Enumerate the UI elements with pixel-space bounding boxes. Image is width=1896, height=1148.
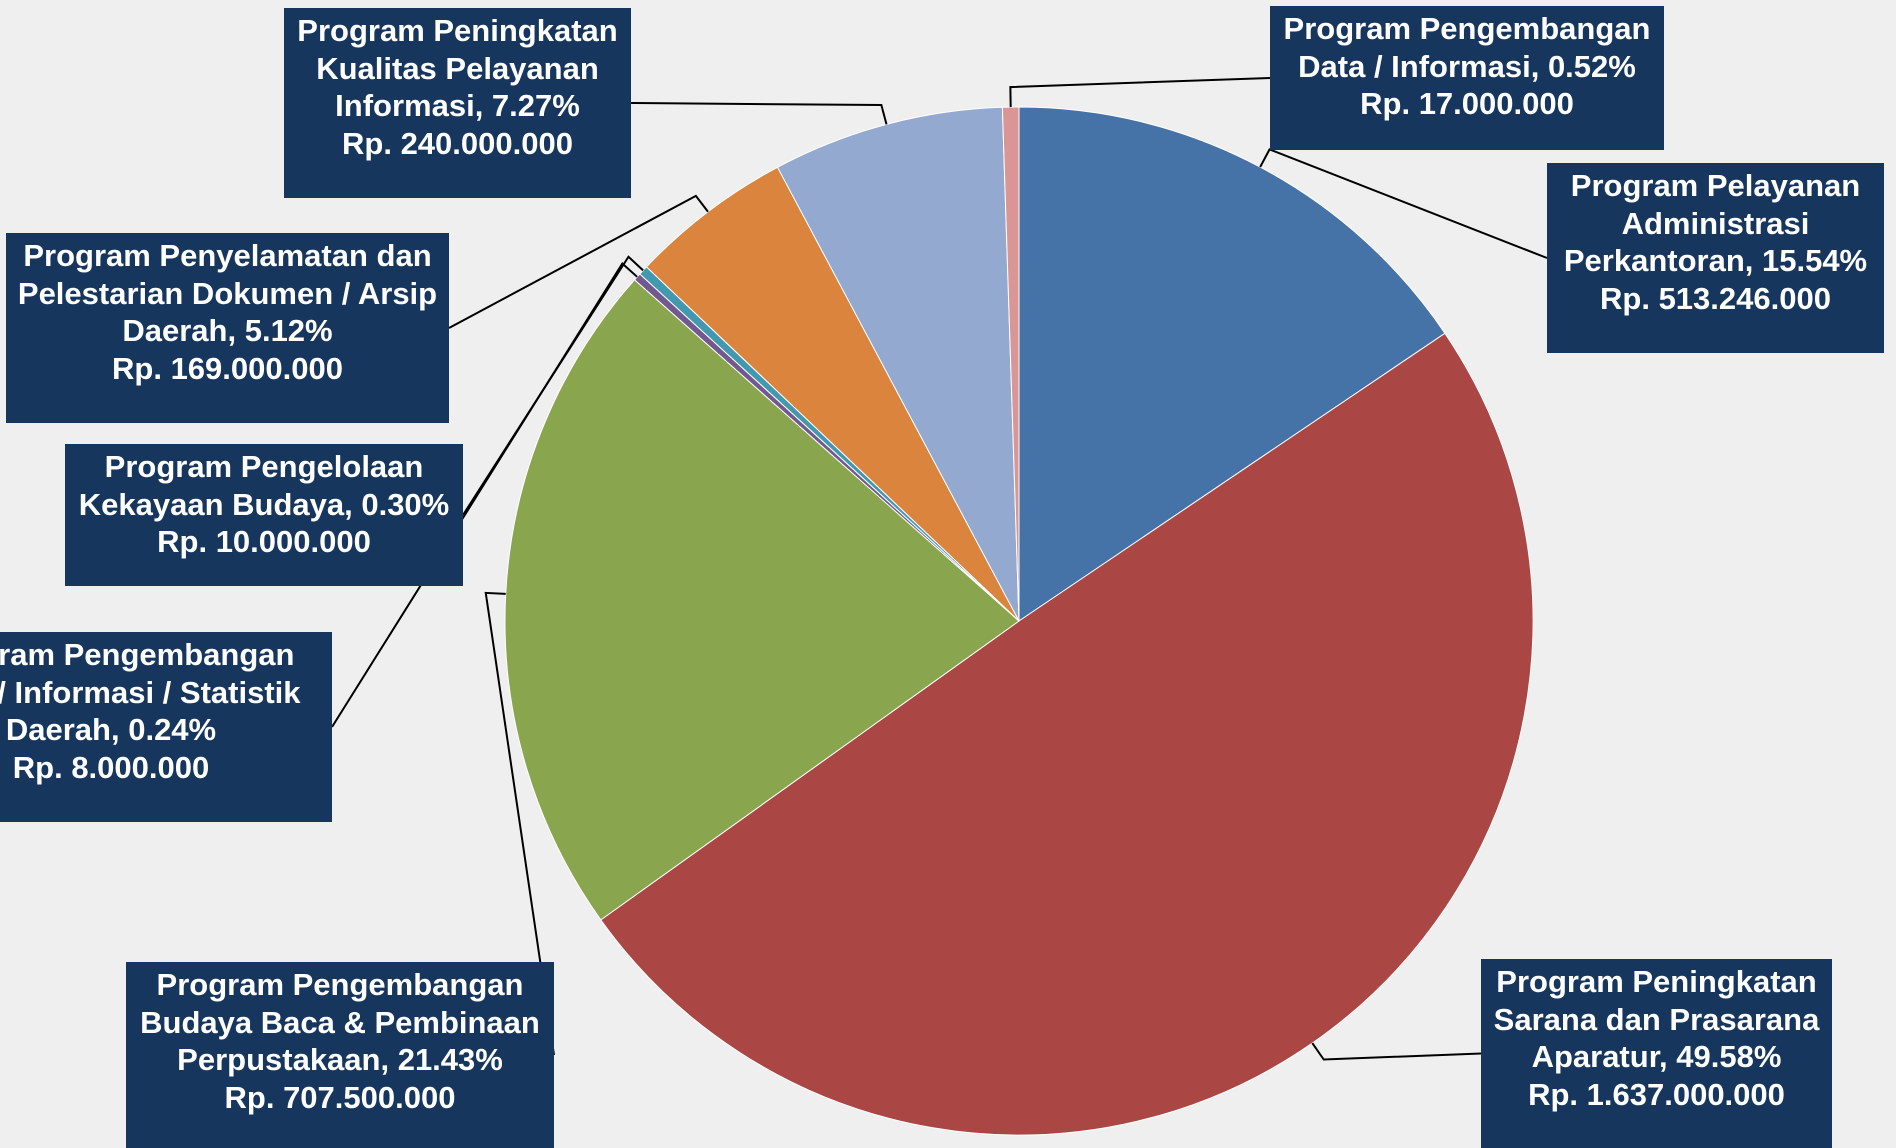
data-label: Program Peningkatan Sarana dan Prasarana… xyxy=(1481,959,1832,1148)
label-category: Program Penyelamatan dan Pelestarian Dok… xyxy=(17,238,438,348)
label-value: Rp. 240.000.000 xyxy=(342,125,573,161)
label-category: Program Pelayanan Administrasi Perkantor… xyxy=(1563,168,1868,278)
pie-slice xyxy=(1018,106,1446,622)
data-label: Program Peningkatan Kualitas Pelayanan I… xyxy=(284,8,631,198)
label-value: Rp. 169.000.000 xyxy=(112,350,343,386)
label-category: Program Peningkatan Kualitas Pelayanan I… xyxy=(297,13,618,123)
leader-line xyxy=(1311,1042,1482,1061)
leader-line xyxy=(484,591,555,1056)
label-category: Program Peningkatan Sarana dan Prasarana… xyxy=(1493,964,1820,1074)
pie-slice xyxy=(504,279,1020,921)
data-label: Program Pelayanan Administrasi Perkantor… xyxy=(1547,163,1884,353)
label-value: Rp. 1.637.000.000 xyxy=(1528,1076,1785,1112)
label-value: Rp. 707.500.000 xyxy=(224,1079,456,1115)
label-category: Program Pengembangan Data / Informasi, 0… xyxy=(1283,11,1651,84)
label-value: Rp. 10.000.000 xyxy=(157,524,371,559)
label-category: Program Pengembangan Budaya Baca & Pembi… xyxy=(140,967,540,1077)
leader-line xyxy=(1009,77,1271,108)
label-value: Rp. 8.000.000 xyxy=(12,749,210,785)
pie-slice xyxy=(600,332,1534,1136)
label-value: Rp. 513.246.000 xyxy=(1600,280,1831,316)
data-label: Program Pengelolaan Kekayaan Budaya, 0.3… xyxy=(65,444,463,586)
leader-line xyxy=(630,102,888,125)
data-label: Program Pengembangan Budaya Baca & Pembi… xyxy=(126,962,554,1148)
pie-slice xyxy=(645,166,1020,622)
label-value: Rp. 17.000.000 xyxy=(1360,86,1574,121)
pie-slice xyxy=(776,106,1020,622)
data-label: Program Pengembangan Data / Informasi, 0… xyxy=(1270,6,1664,150)
leader-line xyxy=(1259,148,1548,259)
data-label: Program Pengembangan Data / Informasi / … xyxy=(0,632,332,822)
data-label: Program Penyelamatan dan Pelestarian Dok… xyxy=(6,233,449,423)
label-category: Program Pengembangan Data / Informasi / … xyxy=(0,637,301,747)
leader-line xyxy=(448,194,709,329)
leader-line xyxy=(462,255,644,516)
label-category: Program Pengelolaan Kekayaan Budaya, 0.3… xyxy=(78,449,450,522)
